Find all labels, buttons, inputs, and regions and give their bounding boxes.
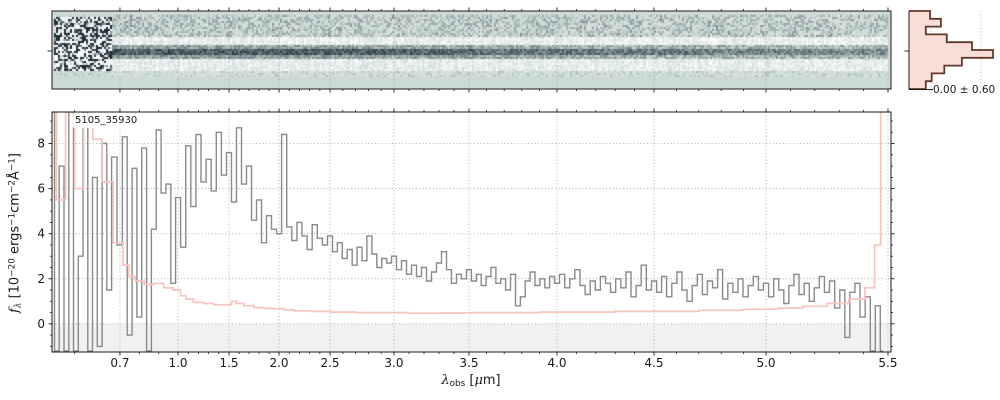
svg-text:4.0: 4.0 xyxy=(547,356,566,370)
snr-histogram xyxy=(904,10,994,90)
histogram-stats-label: 0.00 ± 0.60 xyxy=(933,84,996,96)
svg-text:3.0: 3.0 xyxy=(384,356,403,370)
source-id-label: 5105_35930 xyxy=(72,113,142,128)
svg-text:2.0: 2.0 xyxy=(269,356,288,370)
y-axis-label: fλ [10−20 ergs−1cm−2Å−1] xyxy=(7,153,24,313)
svg-text:6: 6 xyxy=(37,182,45,196)
svg-text:4: 4 xyxy=(37,227,45,241)
x-axis-label: λobs [μm] xyxy=(441,373,501,390)
svg-text:5.5: 5.5 xyxy=(878,356,897,370)
tick-labels: 0.7 1.0 1.5 2.0 2.5 3.0 3.5 4.0 4.5 5.0 5.5 0 2 4 6 8 xyxy=(37,137,897,370)
svg-text:2: 2 xyxy=(37,272,45,286)
svg-text:0.7: 0.7 xyxy=(110,356,129,370)
svg-text:0: 0 xyxy=(37,317,45,331)
svg-text:1.5: 1.5 xyxy=(219,356,238,370)
spec2d-heatmap xyxy=(52,11,891,89)
svg-text:1.0: 1.0 xyxy=(168,356,187,370)
svg-text:3.5: 3.5 xyxy=(459,356,478,370)
error-line xyxy=(52,112,884,315)
svg-text:8: 8 xyxy=(37,137,45,151)
flux-line xyxy=(52,112,883,352)
svg-text:4.5: 4.5 xyxy=(644,356,663,370)
svg-text:2.5: 2.5 xyxy=(320,356,339,370)
histogram-steps xyxy=(909,10,994,90)
below-zero-band xyxy=(52,323,891,352)
spectrum-series xyxy=(52,112,884,352)
svg-text:5.0: 5.0 xyxy=(756,356,775,370)
